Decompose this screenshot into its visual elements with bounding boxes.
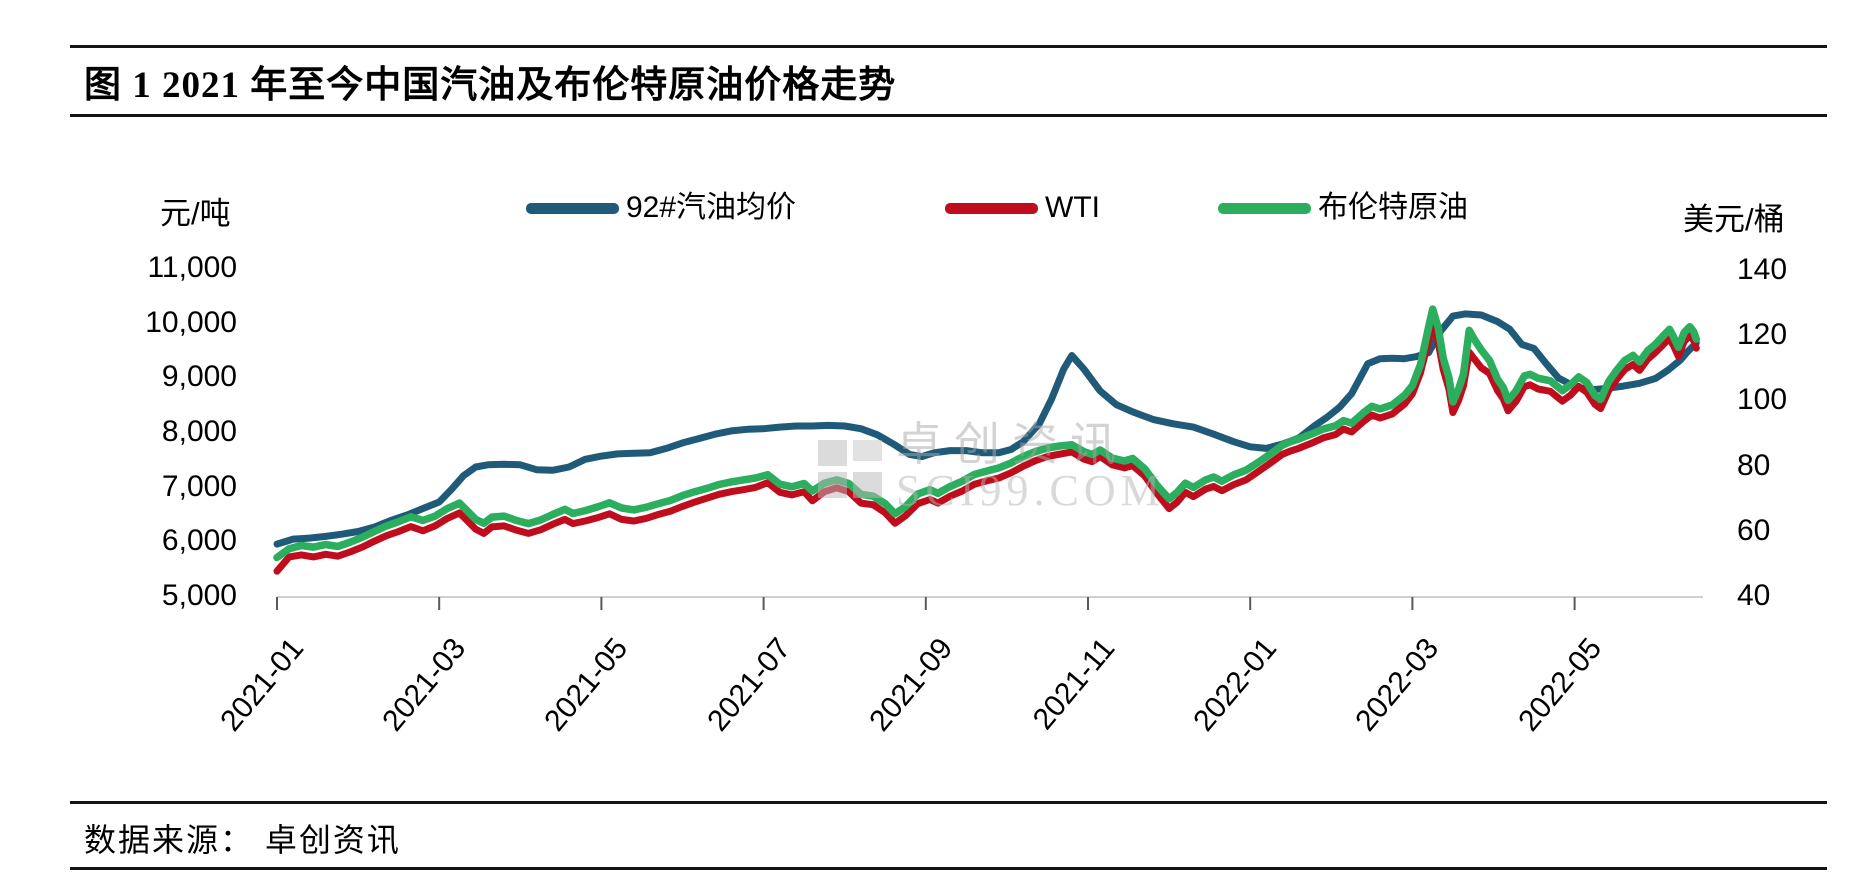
top-rule: [70, 45, 1827, 48]
left-axis-unit-label: 元/吨: [160, 196, 231, 231]
right-y-axis-label: 40: [1737, 579, 1771, 612]
legend-item-wti: WTI: [945, 188, 1100, 228]
legend-label-gasoline: 92#汽油均价: [626, 191, 797, 224]
right-axis-unit-label: 美元/桶: [1683, 202, 1785, 237]
series-line-1: [273, 320, 1700, 575]
left-y-axis-label: 11,000: [147, 251, 237, 284]
legend-item-gasoline: 92#汽油均价: [526, 188, 796, 228]
right-y-axis-label: 120: [1737, 318, 1788, 352]
gasoline-line-swatch: [526, 202, 619, 214]
left-y-axis-label: 7,000: [161, 469, 237, 503]
left-y-axis-label: 6,000: [161, 524, 237, 558]
right-y-axis-label: 60: [1737, 513, 1771, 547]
right-y-axis-label: 80: [1737, 448, 1771, 482]
source-top-rule: [70, 801, 1827, 804]
left-y-axis-label: 9,000: [161, 360, 237, 394]
data-source-text: 数据来源： 卓创资讯: [84, 822, 401, 858]
series-line-0: [273, 310, 1700, 548]
right-y-axis-label: 140: [1737, 253, 1788, 286]
series-line-2: [273, 305, 1701, 562]
left-y-axis-label: 10,000: [145, 305, 237, 339]
wti-line-swatch: [945, 202, 1038, 214]
brent-line-swatch: [1218, 202, 1311, 214]
left-y-axis-label: 5,000: [161, 579, 237, 612]
left-y-axis-label: 8,000: [161, 415, 237, 448]
legend-item-brent: 布伦特原油: [1218, 188, 1468, 228]
legend-label-wti: WTI: [1045, 191, 1100, 224]
bottom-rule: [70, 867, 1827, 870]
right-y-axis-label: 100: [1737, 383, 1788, 417]
figure-title: 图 1 2021 年至今中国汽油及布伦特原油价格走势: [84, 65, 897, 106]
legend-label-brent: 布伦特原油: [1318, 191, 1468, 224]
title-underline-rule: [70, 114, 1827, 117]
